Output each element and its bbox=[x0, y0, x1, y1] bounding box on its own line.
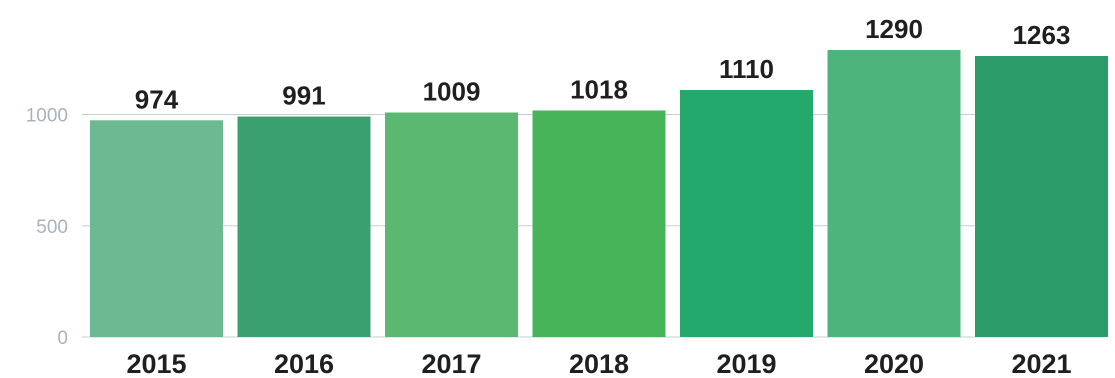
x-tick-label-2019: 2019 bbox=[716, 349, 776, 378]
x-tick-label-2018: 2018 bbox=[569, 349, 629, 378]
bar-2021 bbox=[975, 55, 1108, 338]
data-label-2021: 1263 bbox=[1013, 20, 1071, 50]
data-label-2017: 1009 bbox=[423, 76, 481, 106]
data-label-2018: 1018 bbox=[570, 74, 628, 104]
x-tick-label-2015: 2015 bbox=[126, 349, 186, 378]
bar-2019 bbox=[680, 90, 813, 338]
bar-2016 bbox=[237, 116, 371, 337]
x-tick-label-2017: 2017 bbox=[421, 349, 481, 378]
y-tick-label: 1000 bbox=[26, 106, 68, 127]
data-label-2015: 974 bbox=[135, 84, 179, 114]
y-tick-label: 0 bbox=[57, 328, 68, 349]
bar-2020 bbox=[827, 49, 961, 337]
bar-2018 bbox=[532, 110, 666, 338]
x-tick-label-2020: 2020 bbox=[864, 349, 924, 378]
bar-2017 bbox=[385, 112, 518, 337]
x-tick-label-2016: 2016 bbox=[274, 349, 334, 378]
y-tick-label: 500 bbox=[36, 217, 68, 238]
x-tick-label-2021: 2021 bbox=[1011, 349, 1071, 378]
data-labels: 974 991 1009 1018 1110 1290 1263 bbox=[135, 14, 1071, 114]
data-label-2020: 1290 bbox=[865, 14, 923, 44]
data-label-2016: 991 bbox=[282, 81, 325, 111]
y-axis: 0 500 1000 bbox=[26, 106, 68, 350]
x-axis: 2015 2016 2017 2018 2019 2020 2021 bbox=[126, 349, 1071, 378]
bar-2015 bbox=[90, 120, 223, 337]
bars bbox=[90, 49, 1108, 338]
data-label-2019: 1110 bbox=[719, 54, 774, 84]
